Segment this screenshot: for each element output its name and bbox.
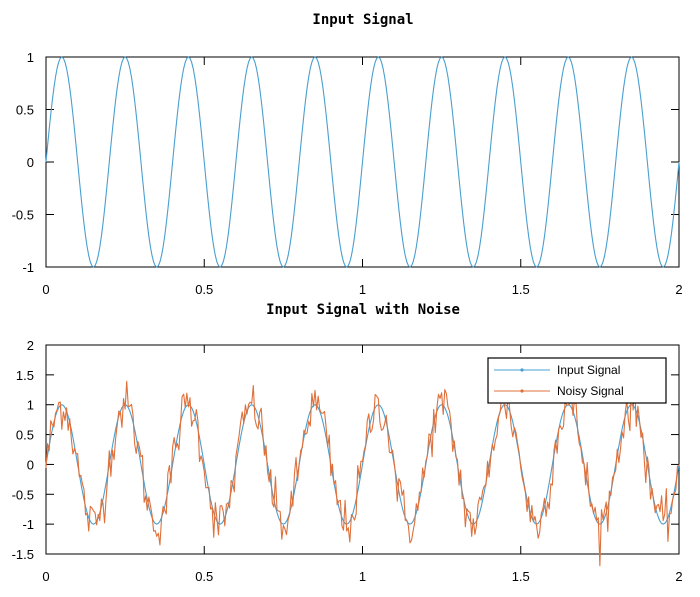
y-tick-label: -1 — [22, 260, 34, 275]
y-tick-label: -0.5 — [12, 487, 34, 502]
y-tick-label: 1.5 — [16, 368, 34, 383]
x-tick-label: 1.5 — [512, 282, 530, 297]
x-tick-label: 0.5 — [195, 569, 213, 584]
y-tick-label: 1 — [27, 50, 34, 65]
x-tick-label: 0 — [42, 569, 49, 584]
x-tick-label: 1 — [359, 282, 366, 297]
top-plot-series — [45, 56, 680, 268]
y-tick-label: -1 — [22, 517, 34, 532]
top-plot-panel: Input Signal 0 0.5 1 1.5 2 -1 -0.5 0 0.5 1 — [12, 12, 683, 297]
y-tick-label: -0.5 — [12, 208, 34, 223]
y-tick-label: 1 — [27, 398, 34, 413]
top-plot-title: Input Signal — [312, 12, 413, 28]
legend-label-input-signal: Input Signal — [557, 363, 620, 377]
x-tick-label: 0 — [42, 282, 49, 297]
top-plot-ticks: 0 0.5 1 1.5 2 -1 -0.5 0 0.5 1 — [12, 50, 683, 297]
legend-label-noisy-signal: Noisy Signal — [557, 384, 624, 398]
x-tick-label: 2 — [675, 569, 682, 584]
signal-line — [45, 56, 680, 268]
y-tick-label: 0 — [27, 155, 34, 170]
legend: Input Signal Noisy Signal — [487, 357, 667, 404]
legend-marker-noisy-signal — [520, 389, 524, 393]
y-tick-label: 0 — [27, 457, 34, 472]
x-tick-label: 2 — [675, 282, 682, 297]
noisy-signal-line — [45, 377, 680, 567]
y-tick-label: 0.5 — [16, 428, 34, 443]
bottom-plot-ticks: 0 0.5 1 1.5 2 -1.5 -1 -0.5 0 0.5 1 1.5 2 — [12, 338, 683, 584]
x-tick-label: 1 — [359, 569, 366, 584]
bottom-plot-series — [45, 377, 680, 567]
legend-box — [487, 357, 667, 404]
y-tick-label: 0.5 — [16, 103, 34, 118]
y-tick-label: 2 — [27, 338, 34, 353]
bottom-plot-title: Input Signal with Noise — [266, 302, 460, 318]
x-tick-label: 0.5 — [195, 282, 213, 297]
x-tick-label: 1.5 — [512, 569, 530, 584]
bottom-plot-panel: Input Signal with Noise 0 0.5 1 1.5 2 -1.5 -1 -… — [12, 302, 683, 584]
legend-marker-input-signal — [520, 368, 524, 372]
y-tick-label: -1.5 — [12, 547, 34, 562]
